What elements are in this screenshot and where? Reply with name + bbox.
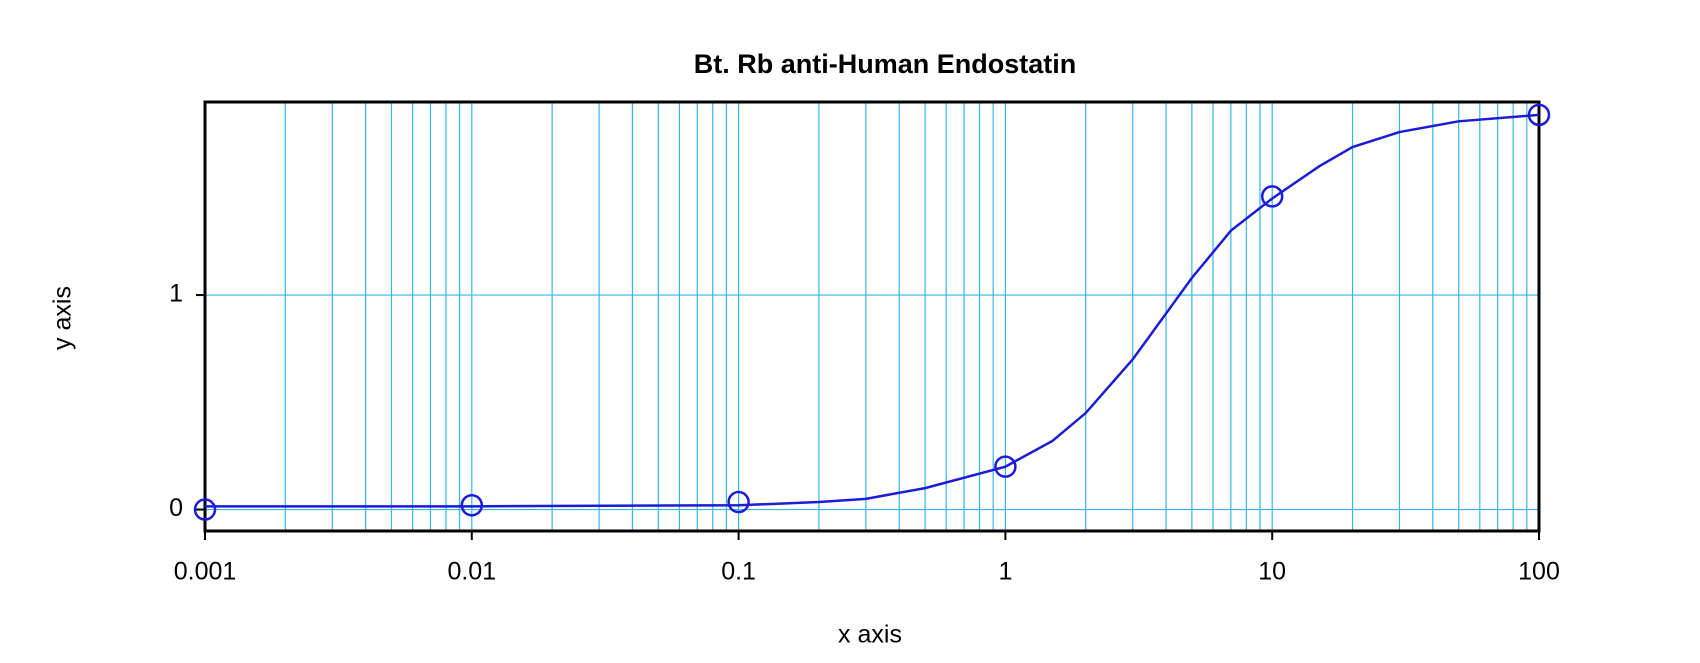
x-tick-label: 1 [998,558,1012,586]
y-tick-label: 0 [169,494,183,522]
y-tick-label: 1 [169,280,183,308]
x-tick-label: 100 [1518,558,1560,586]
data-point [994,455,1017,478]
plot-frame [203,100,1541,533]
data-point [1260,185,1284,208]
x-axis-label: x axis [838,621,902,649]
fit-curve [205,113,1540,508]
chart-title: Bt. Rb anti-Human Endostatin [694,49,1076,79]
data-point [727,490,750,514]
x-tick-label: 10 [1258,558,1286,586]
x-tick-label: 0.1 [721,558,756,586]
x-tick-label: 0.01 [447,558,496,586]
data-point [193,498,217,521]
y-axis-label: y axis [49,286,77,350]
x-tick-label: 0.001 [174,558,237,586]
